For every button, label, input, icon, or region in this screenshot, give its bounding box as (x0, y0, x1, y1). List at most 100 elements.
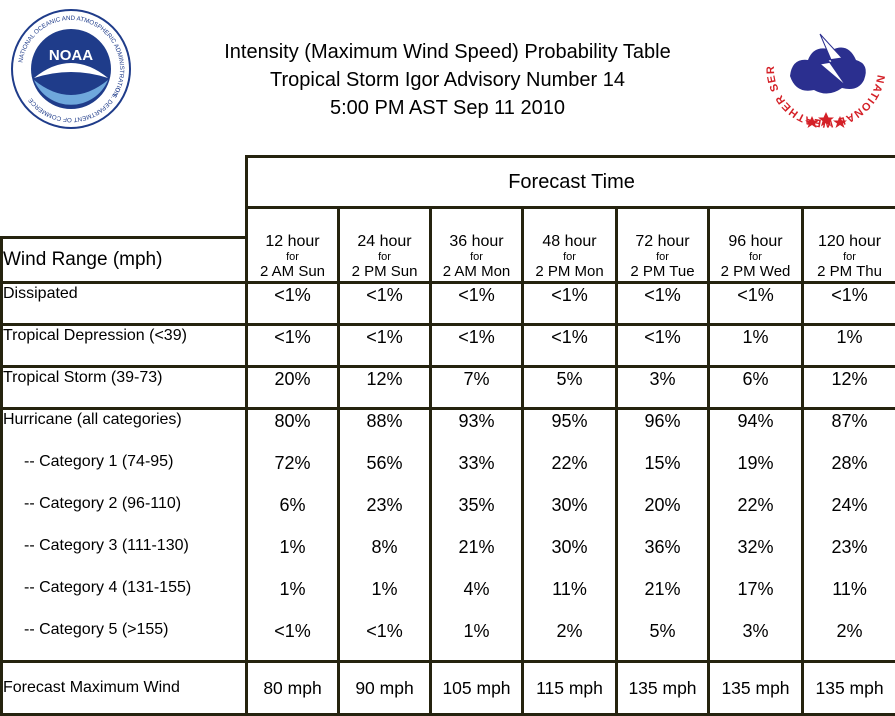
probability-value: 56% (366, 453, 403, 473)
blank-corner (1, 156, 248, 239)
probability-value: 95% (551, 411, 588, 431)
column-valid-time: 2 PM Thu (817, 263, 882, 280)
probability-value: 32% (737, 537, 774, 557)
probability-value: 28% (831, 453, 868, 473)
column-header-6: 96 hour for 2 PM Wed (707, 206, 804, 284)
wind-range-label: Tropical Depression (<39) (3, 327, 187, 344)
column-header-7: 120 hour for 2 PM Thu (800, 206, 895, 284)
probability-value: 80% (274, 411, 311, 431)
wind-range-header: Wind Range (mph) (0, 236, 248, 284)
probability-cell: <1% (429, 323, 524, 368)
probability-value: 4% (463, 579, 490, 599)
title-block: Intensity (Maximum Wind Speed) Probabili… (150, 38, 745, 122)
probability-cell: <1% (615, 323, 710, 368)
probability-cell: 1% (800, 323, 895, 368)
probability-value: 15% (644, 453, 681, 473)
column-header-3: 36 hour for 2 AM Mon (429, 206, 524, 284)
column-hours: 36 hour (449, 233, 504, 250)
probability-cell: <1% (521, 323, 618, 368)
probability-value: 5% (556, 369, 583, 389)
noaa-logo: NOAA NATIONAL OCEANIC AND ATMOSPHERIC AD… (10, 8, 132, 130)
probability-cell: <1% (245, 281, 340, 326)
column-valid-time: 2 PM Wed (720, 263, 791, 280)
nws-logo: NATIONAL WEATHER SERVICE (762, 6, 890, 130)
category-label: -- Category 2 (96-110) (24, 495, 182, 512)
column-hours: 72 hour (635, 233, 690, 250)
column-valid-time: 2 PM Mon (535, 263, 604, 280)
category-label: -- Category 3 (111-130) (24, 537, 189, 554)
noaa-logo-text: NOAA (49, 47, 93, 64)
column-for: for (286, 251, 299, 263)
column-valid-time: 2 PM Sun (351, 263, 418, 280)
column-for: for (843, 251, 856, 263)
probability-value: <1% (274, 327, 311, 347)
probability-value: 1% (836, 327, 863, 347)
probability-value: 21% (458, 537, 495, 557)
probability-value: 22% (551, 453, 588, 473)
wind-range-label: Dissipated (3, 285, 78, 302)
probability-value: <1% (551, 285, 588, 305)
probability-value: 1% (279, 537, 306, 557)
row-label: Tropical Depression (<39) (0, 323, 248, 368)
probability-value: 1% (279, 579, 306, 599)
max-wind-value: 115 mph (521, 660, 618, 716)
max-wind-value: 135 mph (707, 660, 804, 716)
probability-cell: <1% (245, 323, 340, 368)
category-label: -- Category 5 (>155) (24, 621, 169, 638)
probability-value: 30% (551, 495, 588, 515)
column-header-1: 12 hour for 2 AM Sun (245, 206, 340, 284)
star-icon (833, 116, 847, 128)
column-for: for (470, 251, 483, 263)
probability-value: <1% (274, 621, 311, 641)
hurricane-group-cell: 94% 19% 22% 32% 17% 3% (707, 407, 804, 663)
probability-value: <1% (551, 327, 588, 347)
probability-value: <1% (274, 285, 311, 305)
probability-cell: <1% (337, 323, 432, 368)
probability-cell: 20% (245, 365, 340, 410)
probability-value: 11% (832, 579, 867, 599)
hurricane-group-labels: Hurricane (all categories) -- Category 1 … (0, 407, 248, 663)
star-icon (818, 112, 834, 127)
probability-value: <1% (737, 285, 774, 305)
probability-value: 11% (552, 579, 587, 599)
probability-value: 12% (366, 369, 403, 389)
probability-value: 87% (831, 411, 868, 431)
advisory-time: 5:00 PM AST Sep 11 2010 (330, 97, 565, 119)
probability-cell: <1% (615, 281, 710, 326)
probability-value: 6% (742, 369, 769, 389)
hurricane-group-cell: 93% 33% 35% 21% 4% 1% (429, 407, 524, 663)
probability-value: 88% (366, 411, 403, 431)
probability-cell: 7% (429, 365, 524, 410)
column-header-2: 24 hour for 2 PM Sun (337, 206, 432, 284)
probability-cell: 1% (707, 323, 804, 368)
column-hours: 24 hour (357, 233, 412, 250)
row-label: Dissipated (0, 281, 248, 326)
column-valid-time: 2 AM Mon (442, 263, 511, 280)
max-wind-value: 135 mph (800, 660, 895, 716)
probability-value: 21% (644, 579, 681, 599)
wind-range-label: Tropical Storm (39-73) (3, 369, 163, 386)
column-hours: 96 hour (728, 233, 783, 250)
probability-value: 20% (274, 369, 311, 389)
probability-value: 5% (649, 621, 676, 641)
probability-table: Forecast Time 12 hour for 2 AM Sun 24 hour f… (0, 155, 895, 716)
probability-value: <1% (644, 285, 681, 305)
probability-value: 2% (556, 621, 583, 641)
probability-value: <1% (366, 327, 403, 347)
page-title: Intensity (Maximum Wind Speed) Probabili… (224, 41, 671, 63)
column-for: for (378, 251, 391, 263)
hurricane-group-cell: 80% 72% 6% 1% 1% <1% (245, 407, 340, 663)
probability-value: 12% (831, 369, 868, 389)
probability-cell: <1% (707, 281, 804, 326)
probability-value: 8% (371, 537, 398, 557)
probability-value: 1% (742, 327, 769, 347)
column-header-4: 48 hour for 2 PM Mon (521, 206, 618, 284)
star-icon (805, 116, 819, 128)
category-label: -- Category 1 (74-95) (24, 453, 174, 470)
probability-value: 19% (737, 453, 774, 473)
probability-cell: 5% (521, 365, 618, 410)
probability-value: 30% (551, 537, 588, 557)
max-wind-label: Forecast Maximum Wind (0, 660, 248, 716)
probability-value: 23% (831, 537, 868, 557)
column-hours: 120 hour (817, 233, 882, 250)
